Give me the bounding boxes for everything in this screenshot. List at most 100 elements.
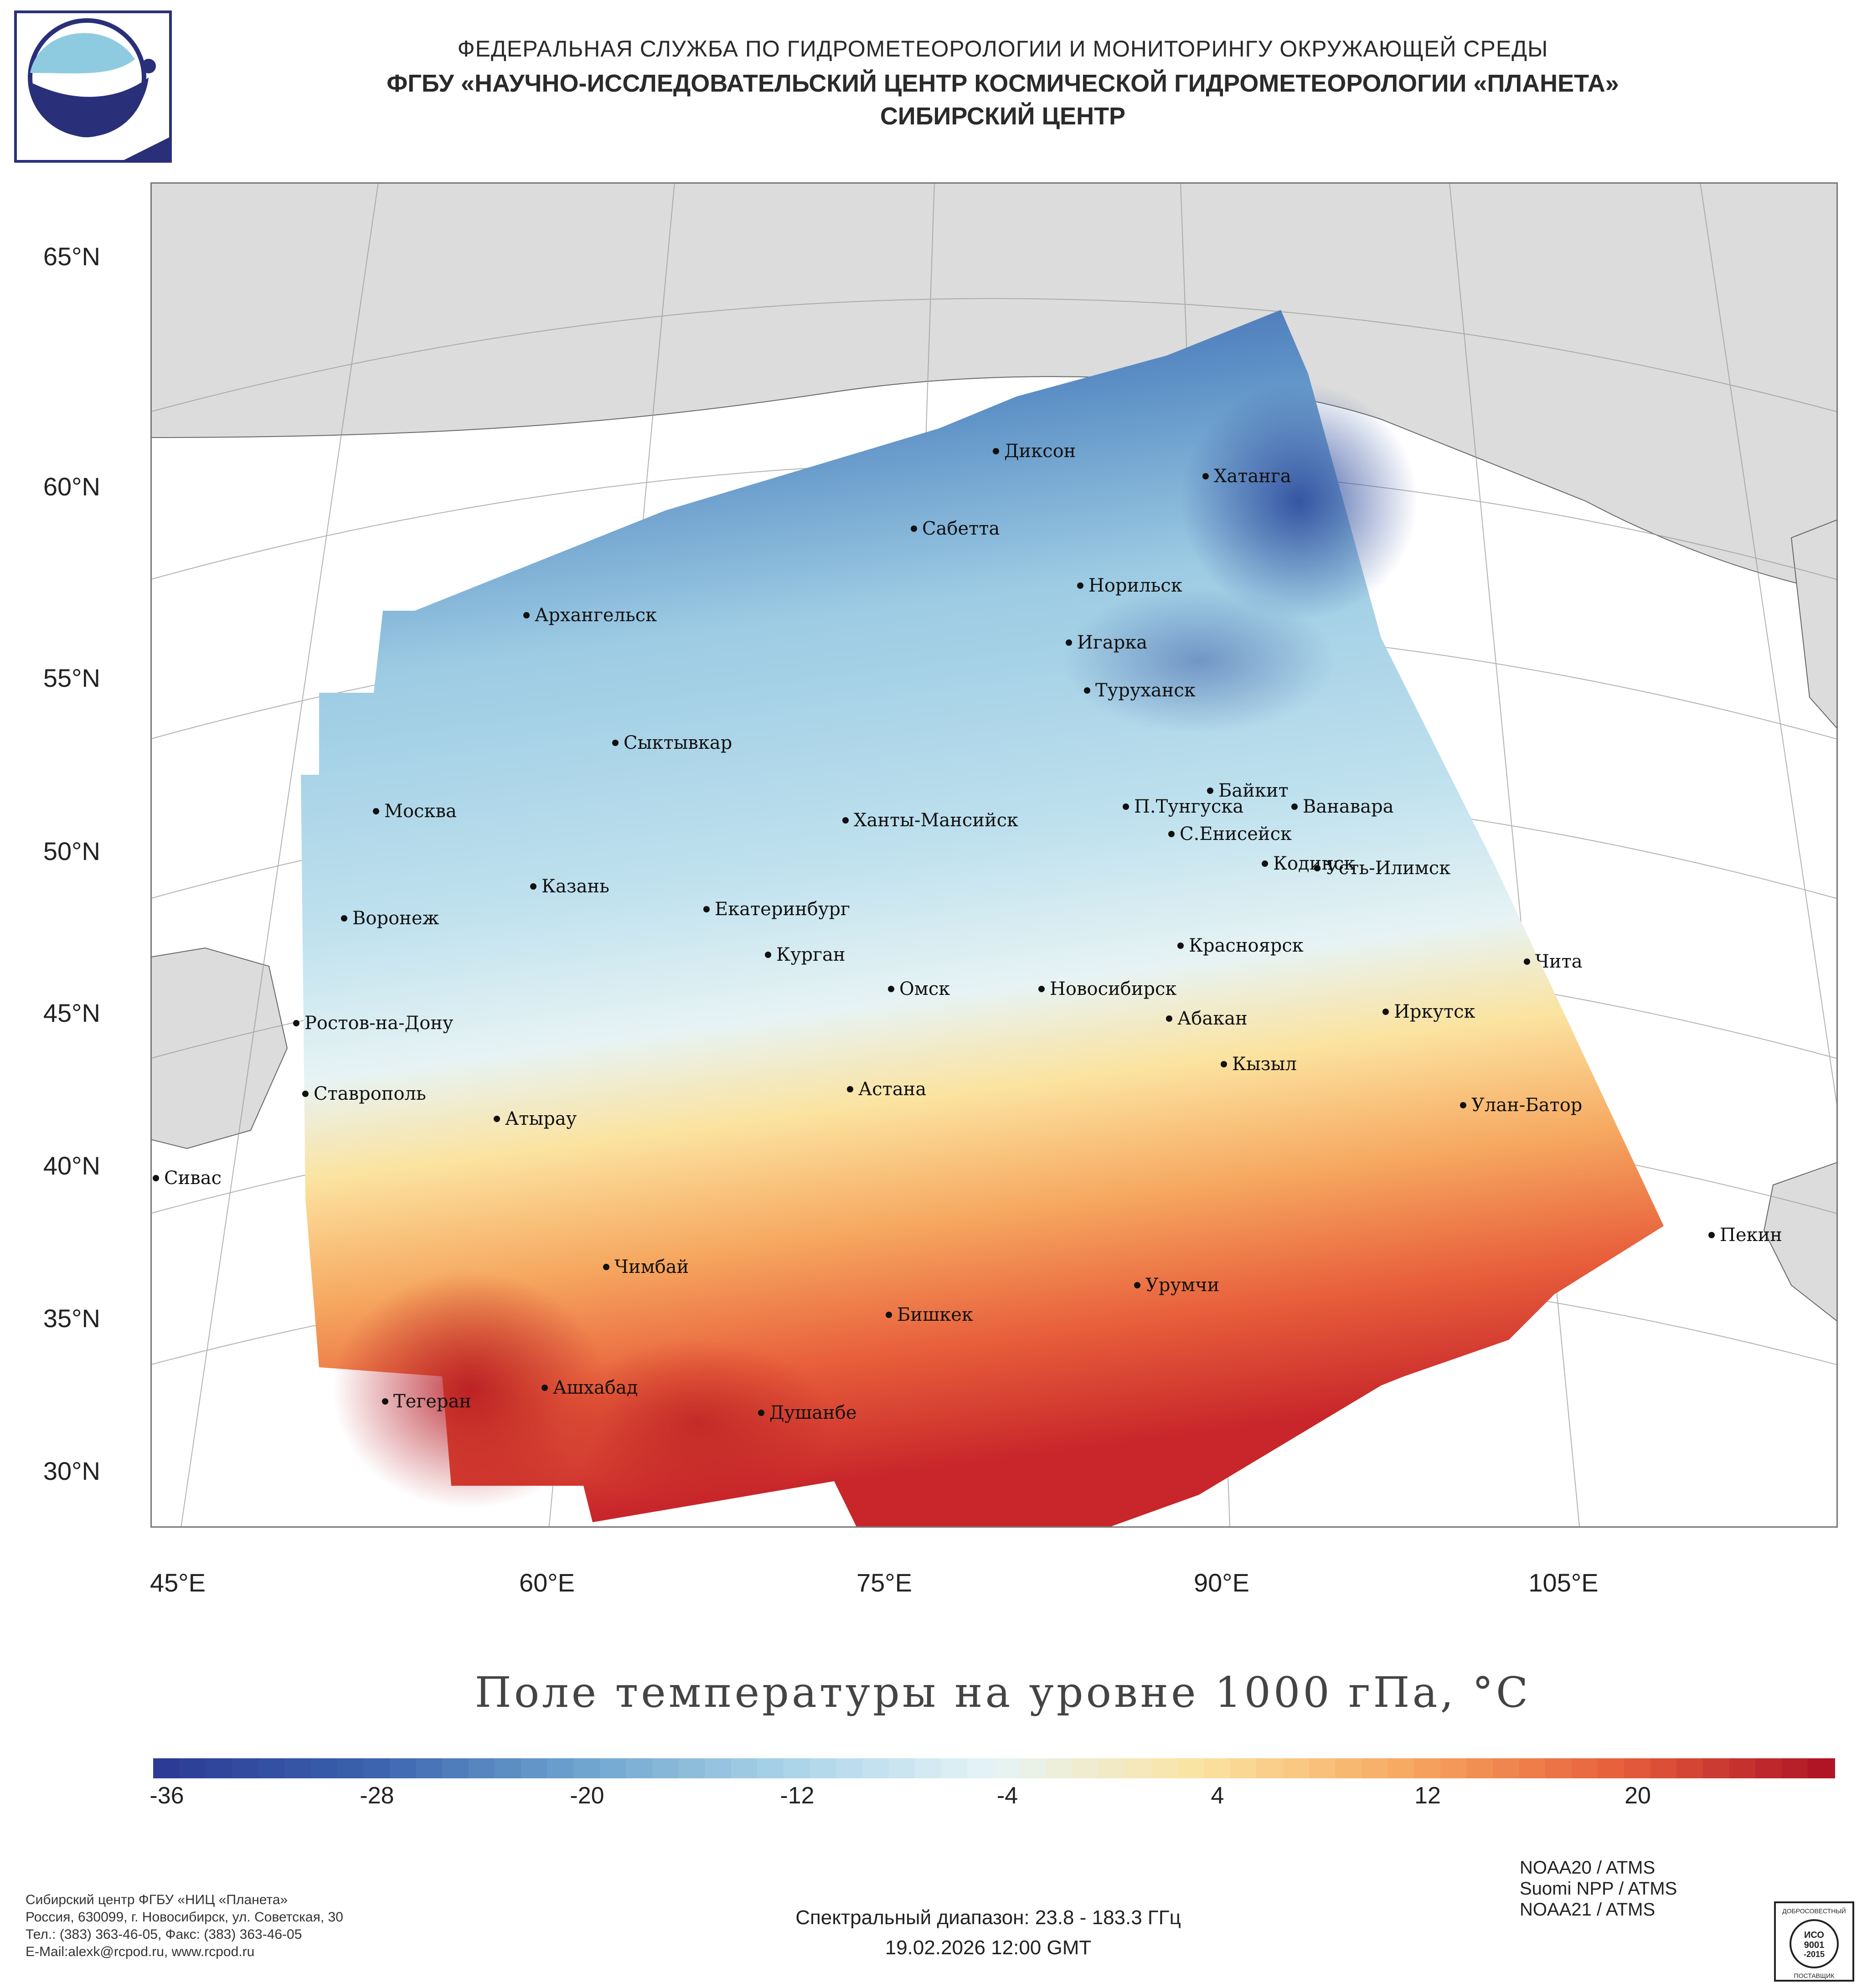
city-marker: Сыктывкар — [612, 732, 732, 753]
colorbar-swatch — [1571, 1758, 1599, 1778]
city-marker: Кодинск — [1262, 853, 1355, 874]
cold-anomaly — [1181, 383, 1418, 620]
colorbar-tick: -4 — [996, 1782, 1018, 1809]
city-label: Ростов-на-Дону — [304, 1013, 454, 1034]
lat-label: 55°N — [43, 664, 100, 692]
city-label: Бишкек — [897, 1304, 973, 1325]
phone: Тел.: (383) 363-46-05, Факс: (383) 363-4… — [26, 1927, 302, 1942]
cold-anomaly-2 — [1062, 588, 1336, 734]
city-label: Диксон — [1004, 441, 1076, 462]
colorbar-swatch — [1125, 1758, 1152, 1778]
colorbar-swatch — [915, 1758, 942, 1778]
colorbar-swatch — [836, 1758, 863, 1778]
colorbar-swatch — [1282, 1758, 1310, 1778]
city-marker: Туруханск — [1084, 680, 1196, 701]
colorbar-swatch — [994, 1758, 1021, 1778]
lat-label: 30°N — [43, 1457, 100, 1485]
east-coast — [1763, 1161, 1838, 1323]
city-label: Тегеран — [393, 1391, 471, 1412]
colorbar-swatch — [232, 1758, 259, 1778]
lat-label: 45°N — [43, 999, 100, 1027]
colorbar-swatch — [888, 1758, 916, 1778]
city-label: Иркутск — [1394, 1001, 1475, 1022]
city-marker: Казань — [530, 876, 609, 897]
city-marker: Душанбе — [758, 1402, 857, 1423]
colorbar-swatch — [1808, 1758, 1835, 1778]
city-marker: Ванавара — [1291, 796, 1394, 817]
org-name: Сибирский центр ФГБУ «НИЦ «Планета» — [26, 1892, 288, 1907]
colorbar-swatch — [1151, 1758, 1179, 1778]
colorbar-swatch — [1598, 1758, 1625, 1778]
colorbar-swatch — [862, 1758, 890, 1778]
city-marker: Усть-Илимск — [1314, 858, 1450, 879]
city-marker: Екатеринбург — [703, 899, 850, 920]
city-label: Ванавара — [1303, 796, 1394, 817]
map-border — [150, 182, 1838, 1528]
city-marker: Тегеран — [382, 1391, 471, 1412]
city-marker: Ханты-Мансийск — [842, 810, 1018, 831]
colorbar-swatch — [389, 1758, 417, 1778]
lat-label: 60°N — [43, 472, 100, 501]
colorbar-swatch — [1204, 1758, 1231, 1778]
colorbar-swatch — [705, 1758, 732, 1778]
colorbar-swatch — [1099, 1758, 1126, 1778]
city-marker: Сивас — [153, 1168, 222, 1189]
city-marker: Чимбай — [603, 1257, 689, 1277]
colorbar-tick: 20 — [1625, 1782, 1651, 1809]
city-label: Чита — [1535, 951, 1583, 972]
colorbar-swatch — [1676, 1758, 1704, 1778]
city-label: Абакан — [1177, 1008, 1248, 1029]
city-label: Астана — [858, 1079, 926, 1100]
chart-title: Поле температуры на уровне 1000 гПа, °C — [474, 1668, 1531, 1717]
colorbar-swatch — [495, 1758, 522, 1778]
city-label: Туруханск — [1095, 680, 1196, 701]
header-agency: ФЕДЕРАЛЬНАЯ СЛУЖБА ПО ГИДРОМЕТЕОРОЛОГИИ … — [457, 36, 1548, 62]
colorbar-swatch — [179, 1758, 207, 1778]
colorbar-swatch — [363, 1758, 391, 1778]
city-label: Красноярск — [1189, 935, 1304, 956]
colorbar-swatch — [1492, 1758, 1520, 1778]
cert-bottom: ПОСТАВЩИК — [1794, 1972, 1835, 1979]
city-marker: Омск — [888, 979, 950, 999]
hot-anomaly — [333, 1272, 606, 1509]
satellite-item: Suomi NPP / ATMS — [1520, 1879, 1677, 1899]
city-label: Сыктывкар — [624, 732, 732, 753]
city-marker: Астана — [847, 1079, 926, 1100]
city-marker: П.Тунгуска — [1123, 796, 1243, 817]
colorbar-swatch — [757, 1758, 784, 1778]
colorbar-swatch — [1650, 1758, 1678, 1778]
city-label: Москва — [384, 801, 457, 822]
colorbar-tick: -28 — [360, 1782, 394, 1809]
lon-label: 90°E — [1193, 1568, 1250, 1597]
city-label: Екатеринбург — [715, 899, 850, 920]
hot-anomaly-2 — [561, 1340, 834, 1504]
colorbar-swatch — [810, 1758, 837, 1778]
city-label: Улан-Батор — [1471, 1095, 1582, 1116]
colorbar-swatch — [1440, 1758, 1468, 1778]
lat-label: 40°N — [43, 1151, 100, 1180]
colorbar-tick: 4 — [1211, 1782, 1224, 1809]
city-marker: Урумчи — [1134, 1275, 1219, 1296]
lat-label: 65°N — [43, 242, 100, 271]
city-label: Новосибирск — [1050, 979, 1176, 999]
colorbar-swatch — [1020, 1758, 1047, 1778]
address: Россия, 630099, г. Новосибирск, ул. Сове… — [26, 1910, 343, 1925]
email: E-Mail:alexk@rcpod.ru, www.rcpod.ru — [26, 1944, 255, 1959]
colorbar-swatch — [1702, 1758, 1730, 1778]
city-markers: Диксон Хатанга Сабетта Норильск Архангел… — [153, 441, 1782, 1423]
colorbar-swatch — [206, 1758, 233, 1778]
colorbar-swatch — [626, 1758, 653, 1778]
colorbar-tick: -36 — [150, 1782, 184, 1809]
colorbar — [153, 1758, 1835, 1778]
city-marker: Москва — [373, 801, 457, 822]
colorbar-swatch — [258, 1758, 285, 1778]
colorbar-swatch — [337, 1758, 364, 1778]
city-label: Душанбе — [769, 1402, 857, 1423]
lat-label: 35°N — [43, 1304, 100, 1333]
city-marker: Хатанга — [1202, 466, 1291, 487]
iso-certificate-badge: ДОБРОСОВЕСТНЫЙ ИСО 9001 -2015 ПОСТАВЩИК — [1774, 1901, 1854, 1982]
lat-label: 50°N — [43, 837, 100, 865]
city-label: Воронеж — [352, 908, 439, 929]
colorbar-swatch — [1361, 1758, 1389, 1778]
cert-mid3: -2015 — [1804, 1950, 1825, 1959]
